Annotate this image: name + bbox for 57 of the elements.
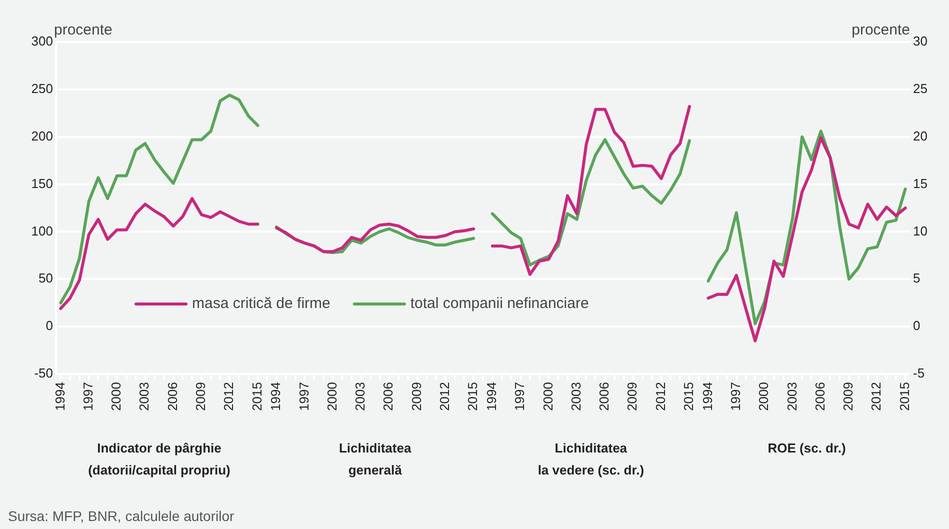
- x-tick-label: 2000: [756, 382, 772, 411]
- y2-axis-title: procente: [852, 22, 910, 39]
- x-tick-label: 2006: [596, 382, 612, 411]
- x-tick-label: 2012: [437, 382, 452, 411]
- x-tick-label: 2015: [896, 382, 912, 411]
- y2-tick-label: 15: [913, 176, 928, 191]
- y2-tick-label: 25: [913, 81, 928, 96]
- legend-label: masa critică de firme: [192, 295, 330, 312]
- x-tick-label: 2012: [868, 382, 884, 411]
- x-tick-label: 2006: [812, 382, 828, 411]
- x-tick-label: 2006: [164, 382, 180, 411]
- x-tick-label: 2009: [624, 382, 640, 411]
- x-tick-label: 2003: [136, 382, 152, 411]
- text: Indicator de pârghie (datorii/capital propriu): [88, 440, 230, 478]
- x-tick-label: 2006: [380, 382, 396, 411]
- y-tick-label: 0: [46, 318, 53, 334]
- x-tick-label: 2009: [193, 382, 208, 411]
- x-tick-label: 2000: [540, 382, 556, 411]
- text: Sursa: MFP, BNR, calculele autorilor: [8, 508, 234, 524]
- y2-tick-label: 10: [913, 223, 928, 238]
- x-tick-label: 2000: [324, 382, 340, 411]
- x-tick-label: 2009: [408, 382, 424, 411]
- y-tick-label: 150: [31, 176, 53, 191]
- x-tick-label: 1994: [268, 382, 284, 411]
- text: Lichiditatea la vedere (sc. dr.): [538, 440, 644, 478]
- x-tick-label: 1997: [512, 382, 528, 411]
- y-tick-label: 100: [31, 223, 53, 238]
- y-tick-label: 200: [31, 128, 53, 144]
- y-tick-label: -50: [34, 366, 53, 381]
- x-tick-label: 2012: [652, 382, 668, 411]
- text: ROE (sc. dr.): [768, 440, 846, 456]
- x-tick-label: 1997: [728, 382, 743, 411]
- x-tick-label: 1994: [52, 382, 68, 411]
- text: Lichiditatea generală: [338, 440, 412, 478]
- x-tick-label: 2015: [249, 382, 264, 411]
- y2-tick-label: 0: [913, 318, 920, 334]
- x-tick-label: 2003: [568, 382, 584, 411]
- x-tick-label: 1994: [484, 382, 499, 411]
- y-axis-title: procente: [54, 22, 112, 39]
- x-tick-label: 1997: [296, 382, 312, 411]
- y-tick-label: 300: [31, 34, 53, 49]
- y-tick-label: 250: [31, 81, 53, 96]
- x-tick-label: 2015: [681, 382, 696, 411]
- x-tick-label: 2003: [352, 382, 368, 411]
- y-tick-label: 50: [38, 270, 53, 286]
- x-tick-label: 1994: [700, 382, 715, 411]
- y2-tick-label: -5: [913, 366, 925, 381]
- y2-tick-label: 30: [913, 34, 928, 49]
- x-tick-label: 2000: [108, 382, 124, 411]
- y2-tick-label: 20: [913, 128, 928, 144]
- x-tick-label: 2003: [784, 382, 800, 411]
- legend-label: total companii nefinanciare: [410, 295, 589, 312]
- x-tick-label: 2015: [465, 382, 480, 411]
- x-tick-label: 2012: [221, 382, 236, 411]
- y2-tick-label: 5: [913, 270, 920, 286]
- x-tick-label: 1997: [80, 382, 96, 411]
- x-tick-label: 2009: [840, 382, 856, 411]
